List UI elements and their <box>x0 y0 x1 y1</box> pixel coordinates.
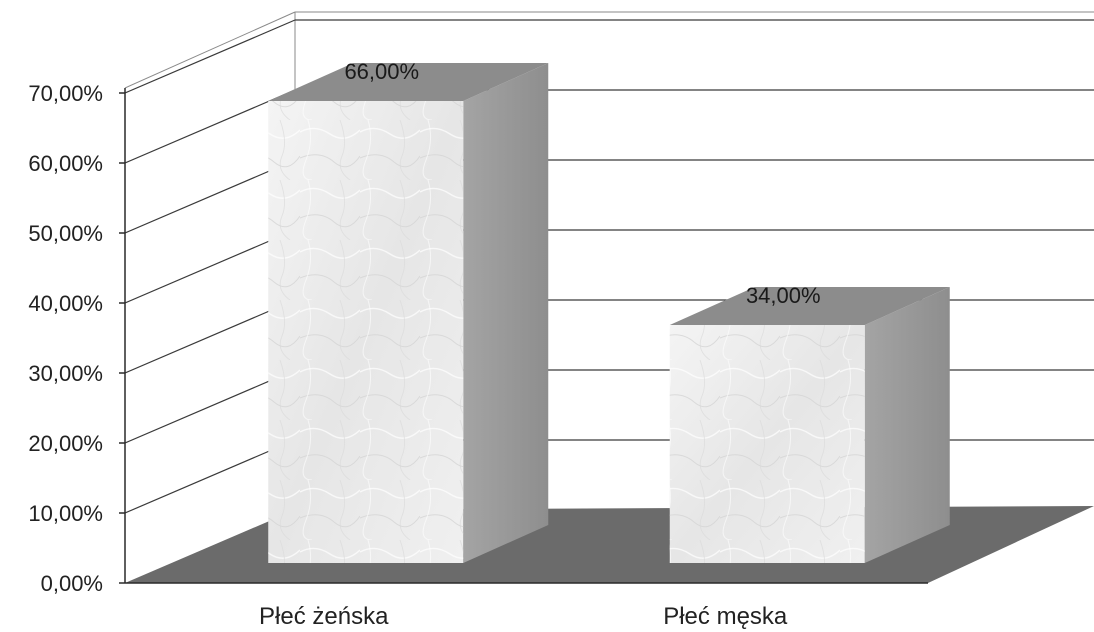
y-tick-label-0: 0,00% <box>41 571 103 596</box>
gridline-side-7 <box>124 19 296 94</box>
gridline-side-5 <box>124 159 296 234</box>
y-tick-label-6: 60,00% <box>28 151 103 176</box>
y-tick-label-1: 10,00% <box>28 501 103 526</box>
y-tick-label-5: 50,00% <box>28 221 103 246</box>
gridline-side-1 <box>124 439 296 514</box>
x-axis: Płeć żeńska Płeć męska <box>125 582 928 630</box>
x-labels: Płeć żeńska Płeć męska <box>259 603 788 630</box>
bar-side-1 <box>864 287 950 563</box>
y-tick-label-4: 40,00% <box>28 291 103 316</box>
bar-texture-1 <box>669 325 865 563</box>
bar-texture-0 <box>268 101 464 563</box>
y-tick-label-3: 30,00% <box>28 361 103 386</box>
bar-1 <box>669 287 950 563</box>
x-tick-label-0: Płeć żeńska <box>259 603 389 630</box>
data-label-1: 34,00% <box>746 283 821 308</box>
bars <box>268 63 950 563</box>
y-axis: 0,00% 10,00% 20,00% 30,00% 40,00% 50,00% 60,00… <box>28 81 126 596</box>
bar-top-1 <box>669 287 950 325</box>
bar-side-0 <box>463 63 549 563</box>
gridline-side-2 <box>124 369 296 444</box>
y-tick-label-2: 20,00% <box>28 431 103 456</box>
x-tick-label-1: Płeć męska <box>663 603 788 630</box>
y-tick-label-7: 70,00% <box>28 81 103 106</box>
y-ticks: 0,00% 10,00% 20,00% 30,00% 40,00% 50,00% 60,00… <box>28 81 125 596</box>
bar-top-0 <box>268 63 549 101</box>
bar-0 <box>268 63 549 563</box>
side-wall-top-edge <box>124 11 296 89</box>
data-labels: 66,00% 34,00% <box>344 59 820 308</box>
gridline-side-4 <box>124 229 296 304</box>
gridline-side-3 <box>124 299 296 374</box>
gridline-side-6 <box>124 89 296 164</box>
data-label-0: 66,00% <box>344 59 419 84</box>
